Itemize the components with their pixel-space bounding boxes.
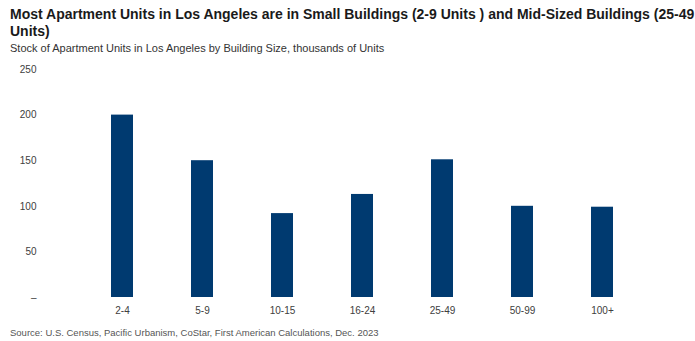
svg-text:150: 150 — [20, 155, 37, 166]
html-text:Most Apartment Units in Los An: Most Apartment Units in Los Angeles are … — [10, 6, 695, 39]
svg-text:5-9: 5-9 — [195, 305, 210, 316]
svg-text:2-4: 2-4 — [115, 305, 130, 316]
svg-text:200: 200 — [20, 109, 37, 120]
svg-text:50-99: 50-99 — [510, 305, 536, 316]
html-text:Source: U.S. Census, Pacific U: Source: U.S. Census, Pacific Urbanism, C… — [10, 327, 379, 338]
svg-text:–: – — [31, 292, 37, 303]
svg-text:16-24: 16-24 — [350, 305, 376, 316]
html-text:Stock of Apartment Units in Lo: Stock of Apartment Units in Los Angeles … — [10, 42, 385, 54]
svg-text:10-15: 10-15 — [270, 305, 296, 316]
svg-text:100+: 100+ — [591, 305, 614, 316]
svg-text:25-49: 25-49 — [430, 305, 456, 316]
svg-text:50: 50 — [25, 246, 37, 257]
svg-text:100: 100 — [20, 201, 37, 212]
svg-text:250: 250 — [20, 64, 37, 75]
